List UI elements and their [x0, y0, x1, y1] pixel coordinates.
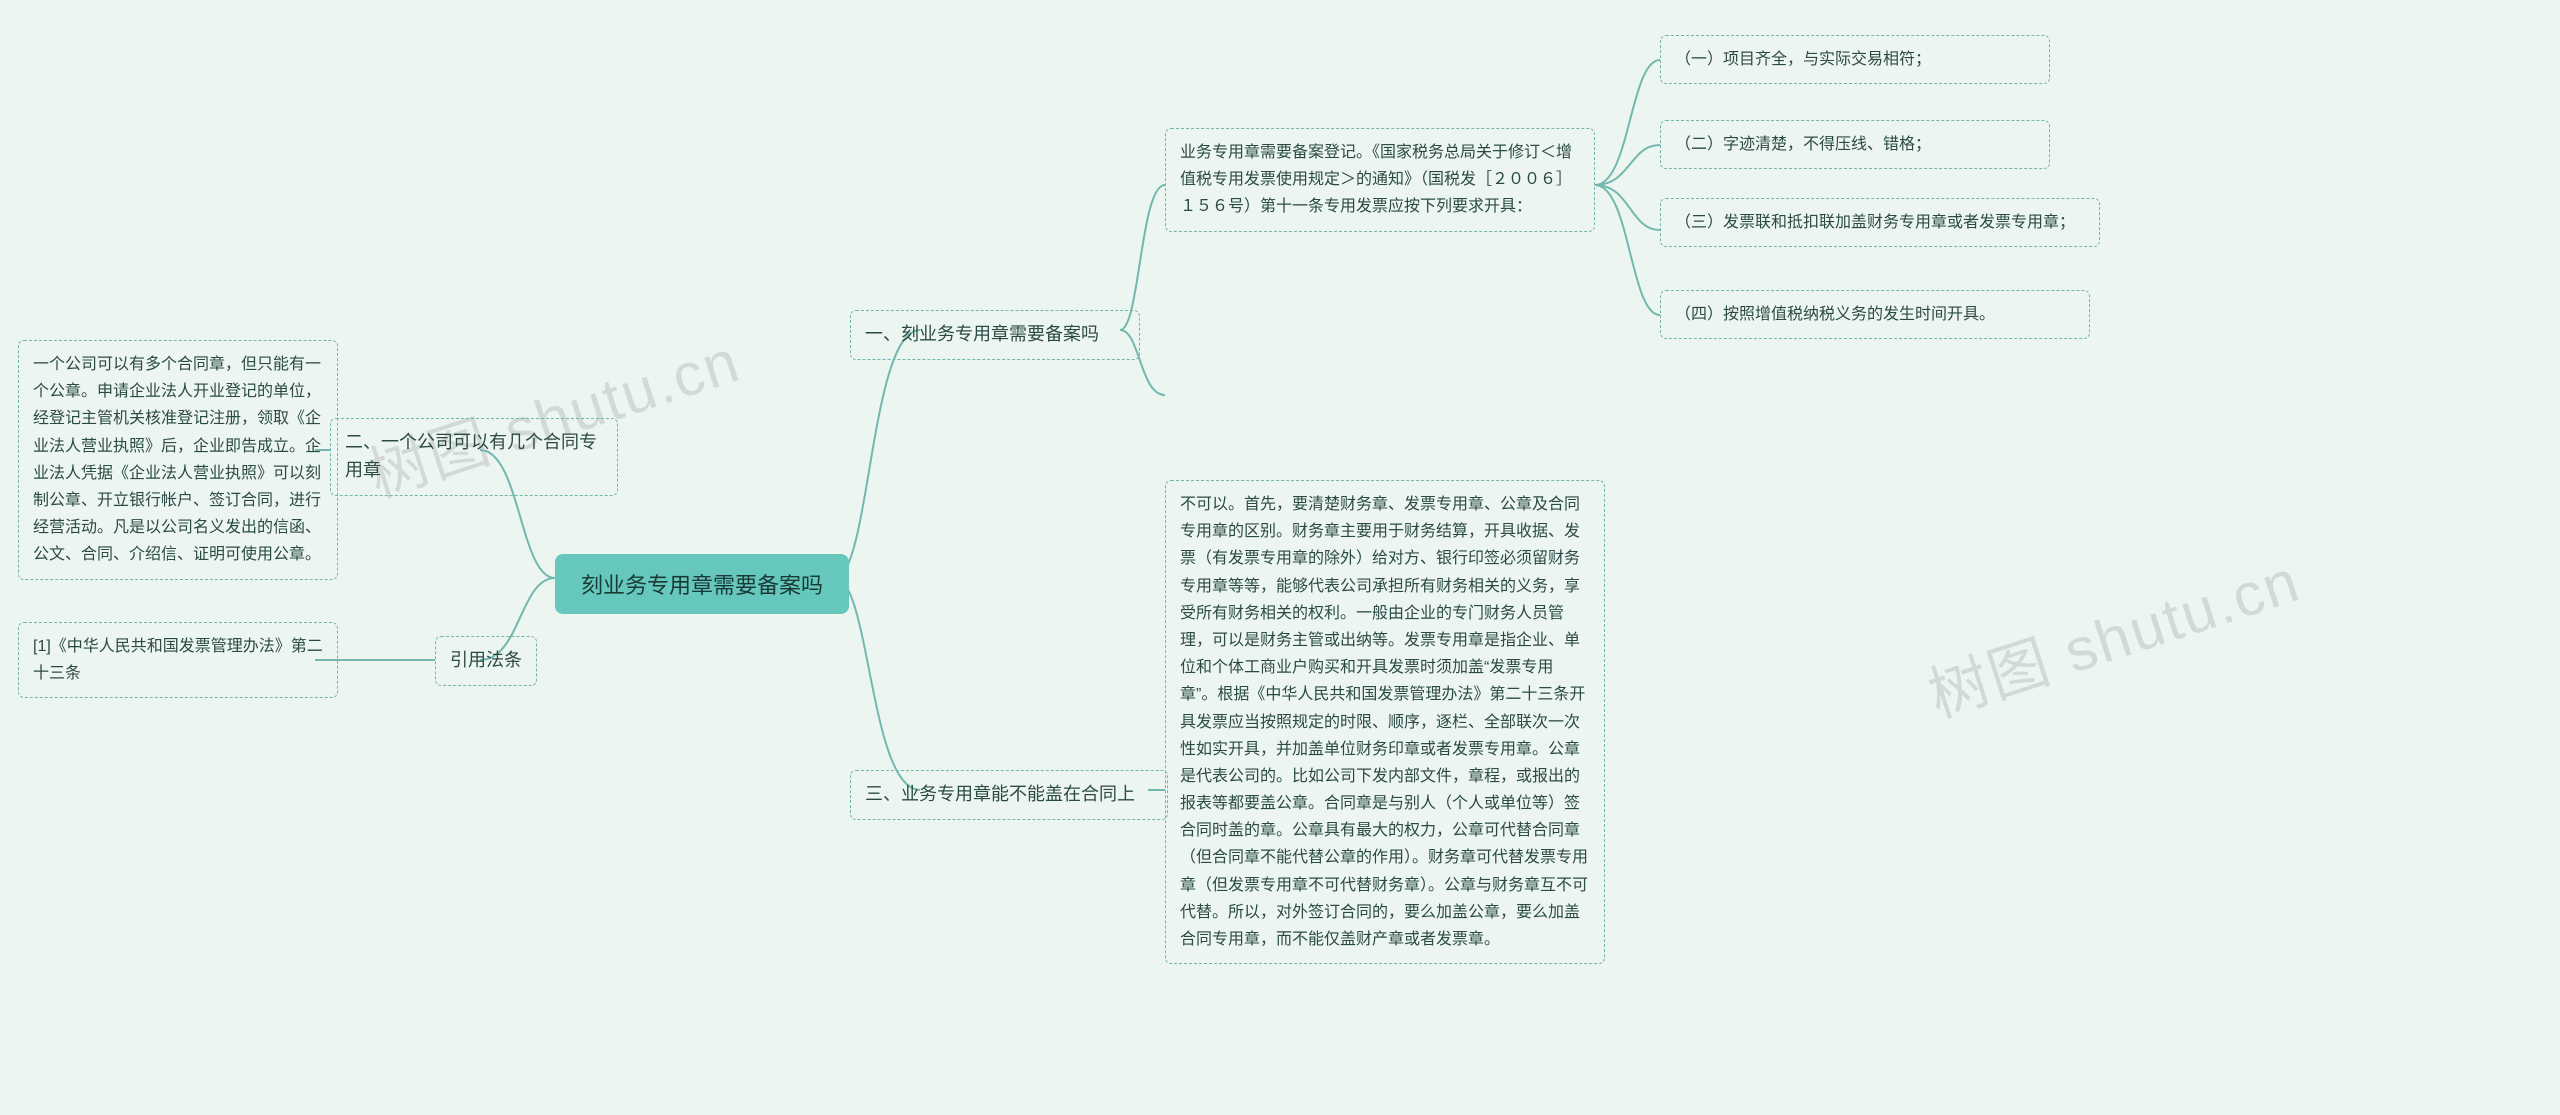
- branch-1-item-4[interactable]: （四）按照增值税纳税义务的发生时间开具。: [1660, 290, 2090, 339]
- branch-4-detail[interactable]: [1]《中华人民共和国发票管理办法》第二十三条: [18, 622, 338, 698]
- branch-1-item-3[interactable]: （三）发票联和抵扣联加盖财务专用章或者发票专用章；: [1660, 198, 2100, 247]
- branch-1[interactable]: 一、刻业务专用章需要备案吗: [850, 310, 1140, 360]
- branch-1-item-1[interactable]: （一）项目齐全，与实际交易相符；: [1660, 35, 2050, 84]
- branch-3-detail[interactable]: 不可以。首先，要清楚财务章、发票专用章、公章及合同专用章的区别。财务章主要用于财…: [1165, 480, 1605, 964]
- mindmap-canvas: 树图 shutu.cn 树图 shutu.cn 刻业务专用章需要备案吗 一、刻业…: [0, 0, 2560, 1115]
- branch-2[interactable]: 二、一个公司可以有几个合同专用章: [330, 418, 618, 496]
- center-node[interactable]: 刻业务专用章需要备案吗: [555, 554, 849, 614]
- branch-4[interactable]: 引用法条: [435, 636, 537, 686]
- branch-1-item-2[interactable]: （二）字迹清楚，不得压线、错格；: [1660, 120, 2050, 169]
- branch-1-detail[interactable]: 业务专用章需要备案登记。《国家税务总局关于修订＜增值税专用发票使用规定＞的通知》…: [1165, 128, 1595, 232]
- branch-3[interactable]: 三、业务专用章能不能盖在合同上: [850, 770, 1168, 820]
- branch-2-detail[interactable]: 一个公司可以有多个合同章，但只能有一个公章。申请企业法人开业登记的单位，经登记主…: [18, 340, 338, 580]
